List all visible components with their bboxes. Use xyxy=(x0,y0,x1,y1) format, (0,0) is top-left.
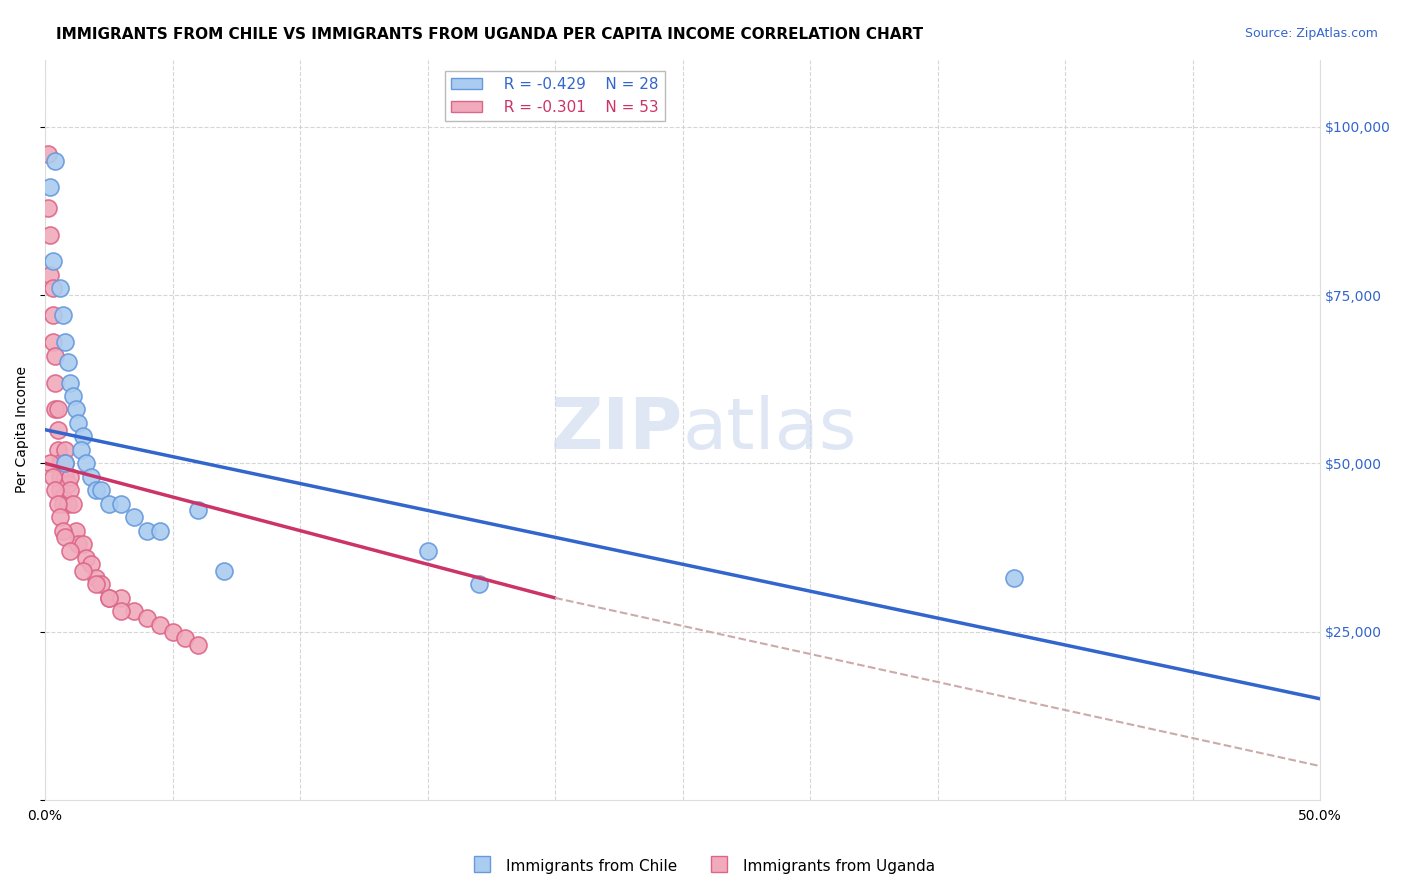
Point xyxy=(49,510,72,524)
Point xyxy=(52,308,75,322)
Point xyxy=(41,335,63,350)
Legend:   R = -0.429    N = 28,   R = -0.301    N = 53: R = -0.429 N = 28, R = -0.301 N = 53 xyxy=(446,71,665,120)
Point xyxy=(49,470,72,484)
Point xyxy=(59,376,82,390)
Point xyxy=(90,577,112,591)
Point xyxy=(53,442,76,457)
Point xyxy=(39,227,62,242)
Point xyxy=(53,335,76,350)
Point xyxy=(46,442,69,457)
Point xyxy=(69,442,91,457)
Point xyxy=(122,604,145,618)
Point xyxy=(46,423,69,437)
Point xyxy=(37,146,59,161)
Point xyxy=(44,153,66,168)
Point xyxy=(84,571,107,585)
Point xyxy=(49,483,72,498)
Point xyxy=(187,503,209,517)
Point xyxy=(59,543,82,558)
Point xyxy=(41,470,63,484)
Point xyxy=(97,497,120,511)
Point xyxy=(122,510,145,524)
Point xyxy=(59,470,82,484)
Point xyxy=(46,497,69,511)
Point xyxy=(62,389,84,403)
Point xyxy=(97,591,120,605)
Point xyxy=(72,537,94,551)
Point xyxy=(467,577,489,591)
Point xyxy=(65,402,87,417)
Point xyxy=(44,483,66,498)
Point xyxy=(110,604,132,618)
Point xyxy=(56,355,79,369)
Point xyxy=(39,268,62,282)
Point xyxy=(56,476,79,491)
Point xyxy=(212,564,235,578)
Point xyxy=(80,470,103,484)
Point xyxy=(52,490,75,504)
Point xyxy=(174,632,197,646)
Point xyxy=(44,402,66,417)
Text: atlas: atlas xyxy=(683,395,858,464)
Point xyxy=(136,611,159,625)
Point xyxy=(53,470,76,484)
Text: Source: ZipAtlas.com: Source: ZipAtlas.com xyxy=(1244,27,1378,40)
Point xyxy=(187,638,209,652)
Point xyxy=(72,564,94,578)
Point xyxy=(162,624,184,639)
Point xyxy=(65,524,87,538)
Point xyxy=(39,180,62,194)
Point xyxy=(52,524,75,538)
Point xyxy=(84,577,107,591)
Point xyxy=(67,537,90,551)
Point xyxy=(52,497,75,511)
Legend: Immigrants from Chile, Immigrants from Uganda: Immigrants from Chile, Immigrants from U… xyxy=(465,852,941,880)
Point xyxy=(90,483,112,498)
Point xyxy=(110,591,132,605)
Point xyxy=(46,402,69,417)
Point xyxy=(53,456,76,470)
Point xyxy=(44,349,66,363)
Point xyxy=(75,550,97,565)
Text: ZIP: ZIP xyxy=(550,395,683,464)
Y-axis label: Per Capita Income: Per Capita Income xyxy=(15,367,30,493)
Point xyxy=(59,483,82,498)
Point xyxy=(416,543,439,558)
Point xyxy=(53,456,76,470)
Point xyxy=(56,497,79,511)
Point xyxy=(149,524,172,538)
Point xyxy=(49,456,72,470)
Point xyxy=(75,456,97,470)
Point xyxy=(84,483,107,498)
Point xyxy=(67,416,90,430)
Point xyxy=(49,281,72,295)
Point xyxy=(110,497,132,511)
Point xyxy=(39,456,62,470)
Point xyxy=(41,308,63,322)
Point xyxy=(41,281,63,295)
Text: IMMIGRANTS FROM CHILE VS IMMIGRANTS FROM UGANDA PER CAPITA INCOME CORRELATION CH: IMMIGRANTS FROM CHILE VS IMMIGRANTS FROM… xyxy=(56,27,924,42)
Point xyxy=(80,558,103,572)
Point xyxy=(37,201,59,215)
Point xyxy=(53,530,76,544)
Point xyxy=(136,524,159,538)
Point xyxy=(97,591,120,605)
Point xyxy=(149,617,172,632)
Point xyxy=(41,254,63,268)
Point xyxy=(1002,571,1025,585)
Point xyxy=(72,429,94,443)
Point xyxy=(62,497,84,511)
Point xyxy=(44,376,66,390)
